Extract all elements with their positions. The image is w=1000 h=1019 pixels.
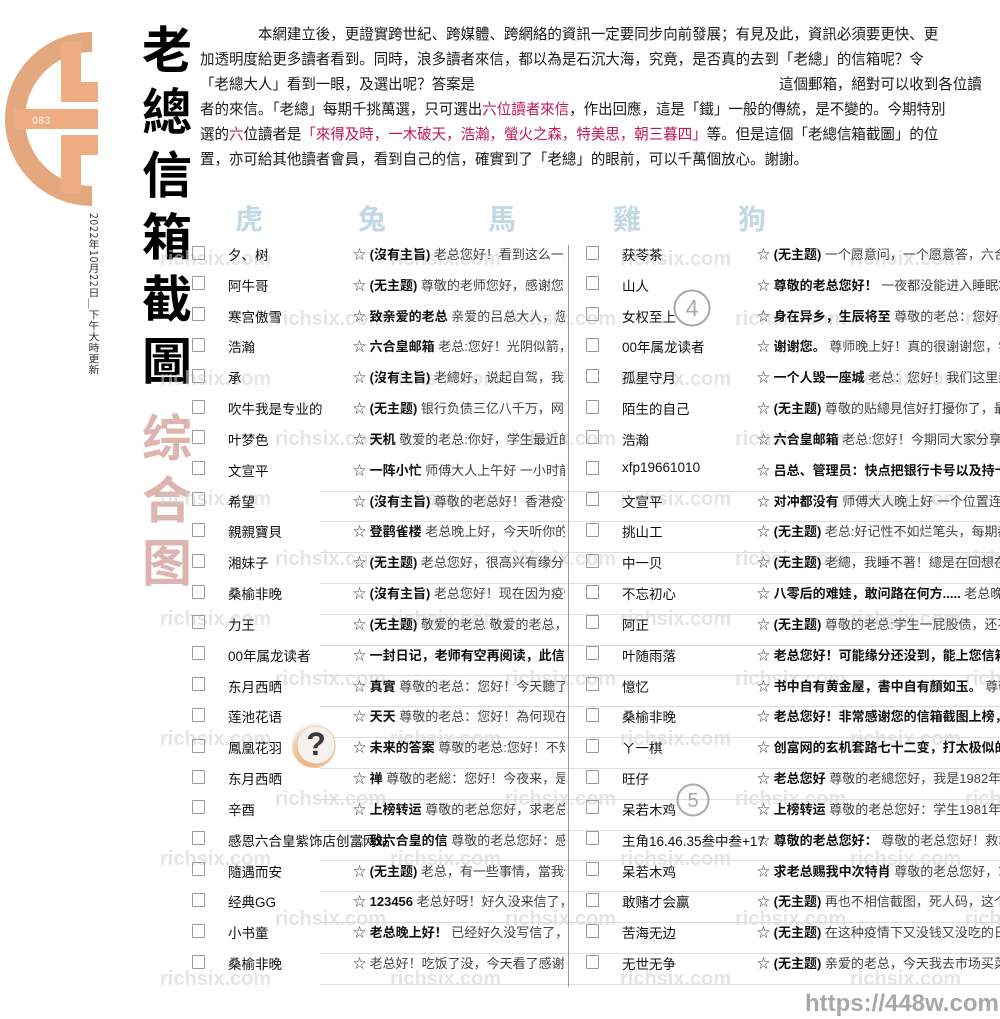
svg-text:083: 083 [32, 115, 50, 127]
